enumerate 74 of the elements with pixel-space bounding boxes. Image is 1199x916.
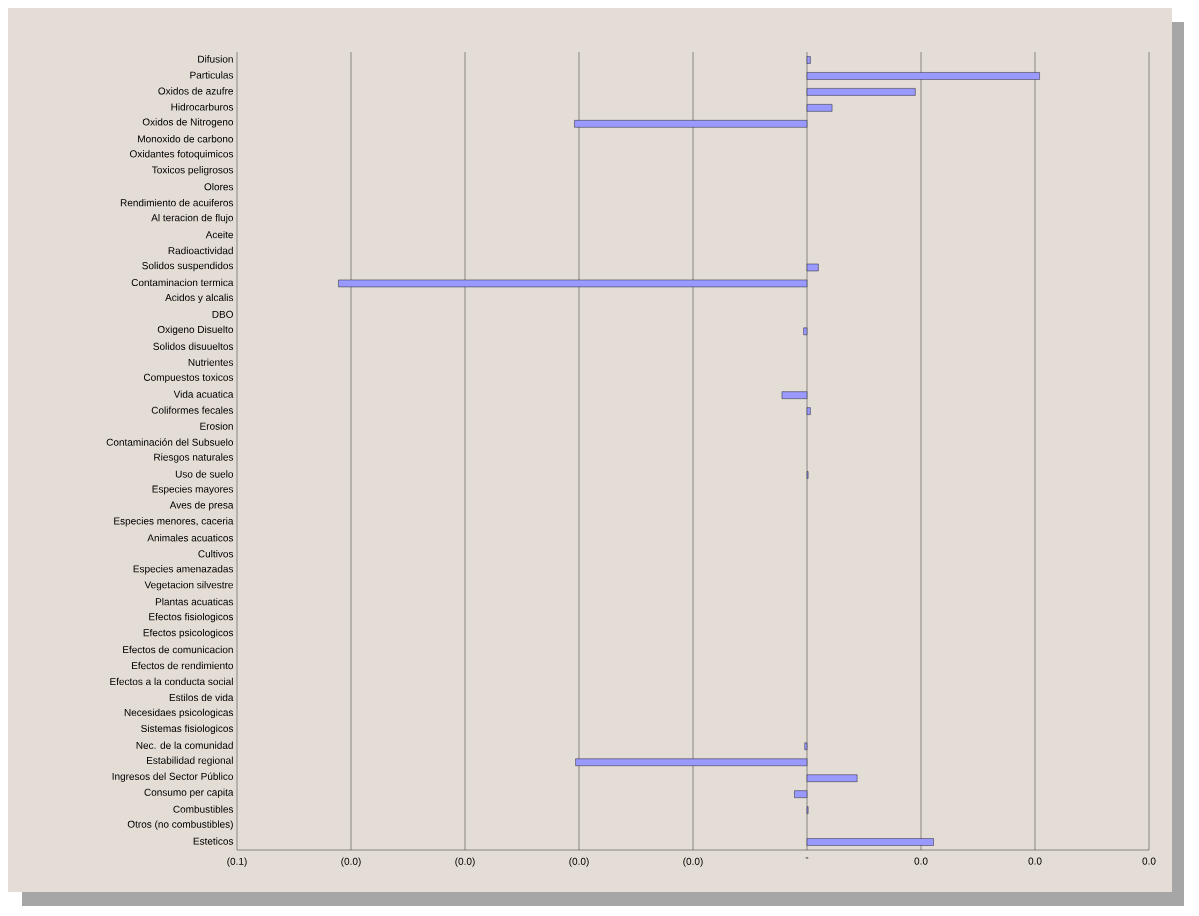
- y-tick-label: Compuestos toxicos: [143, 373, 234, 383]
- y-tick-label: Plantas acuaticas: [155, 597, 234, 606]
- x-tick-label: -: [805, 857, 809, 859]
- y-tick-label: Efectos a la conducta social: [110, 677, 233, 686]
- y-tick-label: Vida acuatica: [173, 390, 234, 398]
- y-tick-label: Oxidos de azufre: [158, 87, 234, 95]
- bar: [575, 758, 808, 766]
- y-tick-label: Rendimiento de acuiferos: [120, 198, 234, 207]
- y-tick-label: Radioactividad: [168, 246, 233, 255]
- bar: [806, 104, 833, 112]
- y-tick-label: Esteticos: [193, 837, 234, 845]
- x-tick-label: 0.0: [1142, 857, 1156, 865]
- y-tick-label: Aceite: [205, 230, 234, 239]
- y-tick-label: Particulas: [190, 71, 234, 79]
- y-tick-label: Estilos de vida: [169, 693, 234, 702]
- y-tick-label: Efectos de comunicacion: [123, 645, 233, 654]
- y-tick-label: Hidrocarburos: [171, 103, 234, 111]
- y-tick-label: Sistemas fisiologicos: [141, 724, 234, 734]
- y-tick-label: Efectos fisiologicos: [149, 612, 234, 623]
- y-tick-label: Efectos de rendimiento: [132, 661, 234, 670]
- y-tick-label: Uso de suelo: [175, 470, 234, 478]
- x-tick-label: (0.0): [341, 857, 361, 867]
- y-tick-label: Erosion: [200, 422, 233, 430]
- y-tick-label: Especies mayores: [152, 485, 234, 495]
- y-tick-label: Animales acuaticos: [147, 534, 234, 542]
- y-tick-label: Estabilidad regional: [147, 756, 233, 766]
- bar: [806, 56, 811, 64]
- bar: [806, 72, 1040, 80]
- x-tick-label: (0.0): [455, 857, 475, 867]
- x-tick-label: (0.1): [227, 857, 247, 867]
- y-tick-label: Solidos suspendidos: [142, 261, 234, 272]
- bar: [806, 407, 811, 415]
- bar: [803, 327, 808, 336]
- y-tick-label: Nec. de la comunidad: [136, 741, 233, 749]
- y-tick-label: Riesgos naturales: [154, 453, 234, 463]
- y-tick-label: Ingresos del Sector Público: [112, 772, 234, 782]
- y-tick-label: Olores: [204, 183, 234, 191]
- y-tick-label: Solidos disuueltos: [153, 342, 234, 350]
- y-tick-label: Cultivos: [198, 550, 234, 558]
- y-tick-label: Coliformes fecales: [151, 406, 234, 414]
- bar: [806, 838, 934, 846]
- x-tick-label: (0.0): [683, 857, 703, 867]
- y-tick-label: Al teracion de flujo: [151, 213, 234, 224]
- y-tick-label: Combustibles: [173, 805, 234, 813]
- y-tick-label: DBO: [212, 310, 233, 318]
- y-tick-label: Otros (no combustibles): [127, 820, 233, 830]
- bar: [806, 774, 858, 782]
- y-tick-label: Oxigeno Disuelto: [157, 325, 234, 335]
- y-tick-label: Oxidantes fotoquimicos: [130, 150, 234, 160]
- bar: [794, 790, 808, 798]
- y-tick-label: Necesidaes psicologicas: [124, 708, 234, 719]
- bar: [338, 279, 808, 288]
- y-tick-label: Vegetacion silvestre: [144, 581, 233, 591]
- y-tick-label: Contaminación del Subsuelo: [106, 438, 234, 446]
- y-tick-label: Contaminacion termica: [131, 278, 234, 287]
- y-tick-label: Difusion: [198, 55, 233, 63]
- y-tick-label: Especies menores, caceria: [114, 517, 234, 527]
- bar: [781, 391, 808, 399]
- x-tick-label: 0.0: [914, 857, 928, 865]
- bar: [804, 742, 808, 750]
- y-tick-label: Toxicos peligrosos: [151, 166, 234, 176]
- x-tick-label: (0.0): [569, 857, 589, 867]
- y-tick-label: Aves de presa: [169, 501, 234, 511]
- bar: [574, 120, 808, 128]
- y-tick-label: Oxidos de Nitrogeno: [142, 118, 234, 128]
- y-tick-label: Especies amenazadas: [133, 565, 234, 575]
- y-tick-label: Consumo per capita: [144, 788, 234, 798]
- bar: [806, 88, 916, 96]
- y-tick-label: Nutrientes: [188, 358, 234, 366]
- y-tick-label: Acidos y alcalis: [165, 293, 234, 304]
- x-tick-label: 0.0: [1028, 857, 1042, 865]
- bar: [806, 263, 819, 272]
- y-tick-label: Monoxido de carbono: [138, 135, 234, 143]
- y-tick-label: Efectos psicologicos: [143, 628, 234, 639]
